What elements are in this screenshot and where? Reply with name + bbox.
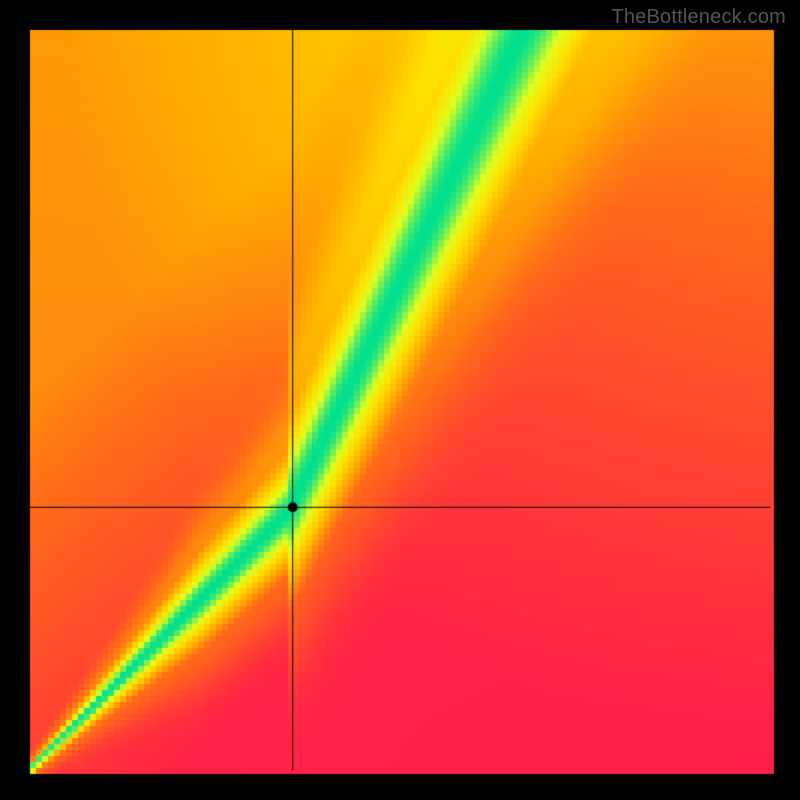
heatmap-canvas <box>0 0 800 800</box>
watermark-text: TheBottleneck.com <box>611 6 786 29</box>
chart-container: TheBottleneck.com <box>0 0 800 800</box>
